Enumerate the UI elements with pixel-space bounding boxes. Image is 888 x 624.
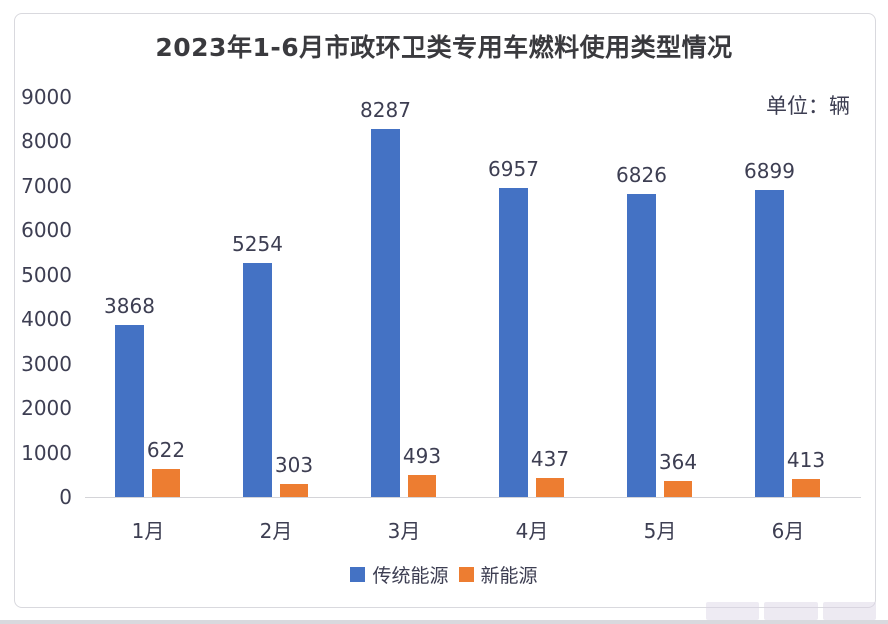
- bar-new-energy: [408, 475, 436, 497]
- y-axis-tick-label: 1000: [21, 440, 72, 465]
- y-axis-tick-label: 4000: [21, 307, 72, 332]
- y-axis-tick-label: 0: [59, 485, 72, 509]
- x-axis-category-label: 5月: [643, 519, 677, 543]
- bar-new-energy: [536, 477, 564, 497]
- y-axis-tick-label: 9000: [21, 85, 72, 109]
- bar-traditional-value-label: 8287: [360, 97, 411, 122]
- bar-traditional-value-label: 5254: [232, 232, 283, 257]
- legend-swatch-icon: [350, 567, 366, 582]
- bar-traditional: [243, 263, 272, 497]
- legend-swatch-icon: [458, 567, 474, 582]
- bar-new-energy: [152, 469, 180, 497]
- bar-new-energy: [792, 478, 820, 497]
- bar-traditional: [755, 190, 784, 497]
- bar-traditional: [627, 193, 656, 497]
- legend-label: 传统能源: [372, 565, 449, 587]
- bar-new-energy: [664, 480, 692, 497]
- y-axis-tick-label: 3000: [21, 351, 72, 376]
- chart-card: [14, 13, 876, 608]
- watermark: [706, 602, 876, 620]
- bar-traditional: [371, 128, 400, 497]
- bar-traditional: [499, 187, 528, 497]
- bar-new-energy-value-label: 303: [274, 452, 314, 477]
- chart-legend: 传统能源 新能源: [0, 561, 888, 588]
- bar-traditional-value-label: 6899: [744, 159, 795, 184]
- bottom-edge-strip: [0, 620, 888, 624]
- y-axis-tick-label: 6000: [21, 218, 72, 243]
- bar-traditional: [115, 325, 144, 497]
- chart-title: 2023年1-6月市政环卫类专用车燃料使用类型情况: [155, 33, 733, 62]
- bar-new-energy-value-label: 437: [530, 446, 570, 471]
- bar-new-energy-value-label: 493: [402, 444, 442, 469]
- x-axis-category-label: 3月: [387, 519, 421, 543]
- legend-label: 新能源: [480, 565, 538, 587]
- x-axis-category-label: 2月: [259, 519, 293, 543]
- x-axis-line: [85, 497, 861, 498]
- legend-item: 传统能源: [350, 561, 449, 588]
- bar-traditional-value-label: 6826: [616, 162, 667, 187]
- unit-label: 单位：辆: [766, 94, 850, 118]
- y-axis-tick-label: 8000: [21, 129, 72, 154]
- x-axis-category-label: 4月: [515, 519, 549, 543]
- bar-traditional-value-label: 3868: [104, 294, 155, 319]
- bar-traditional-value-label: 6957: [488, 156, 539, 181]
- x-axis-category-label: 6月: [771, 519, 805, 543]
- legend-item: 新能源: [458, 561, 538, 588]
- bar-new-energy: [280, 483, 308, 497]
- bar-new-energy-value-label: 364: [658, 449, 698, 474]
- y-axis-tick-label: 7000: [21, 173, 72, 198]
- bar-new-energy-value-label: 413: [786, 447, 826, 472]
- y-axis-tick-label: 5000: [21, 262, 72, 287]
- x-axis-category-label: 1月: [131, 519, 165, 543]
- y-axis-tick-label: 2000: [21, 396, 72, 421]
- bar-new-energy-value-label: 622: [146, 438, 186, 463]
